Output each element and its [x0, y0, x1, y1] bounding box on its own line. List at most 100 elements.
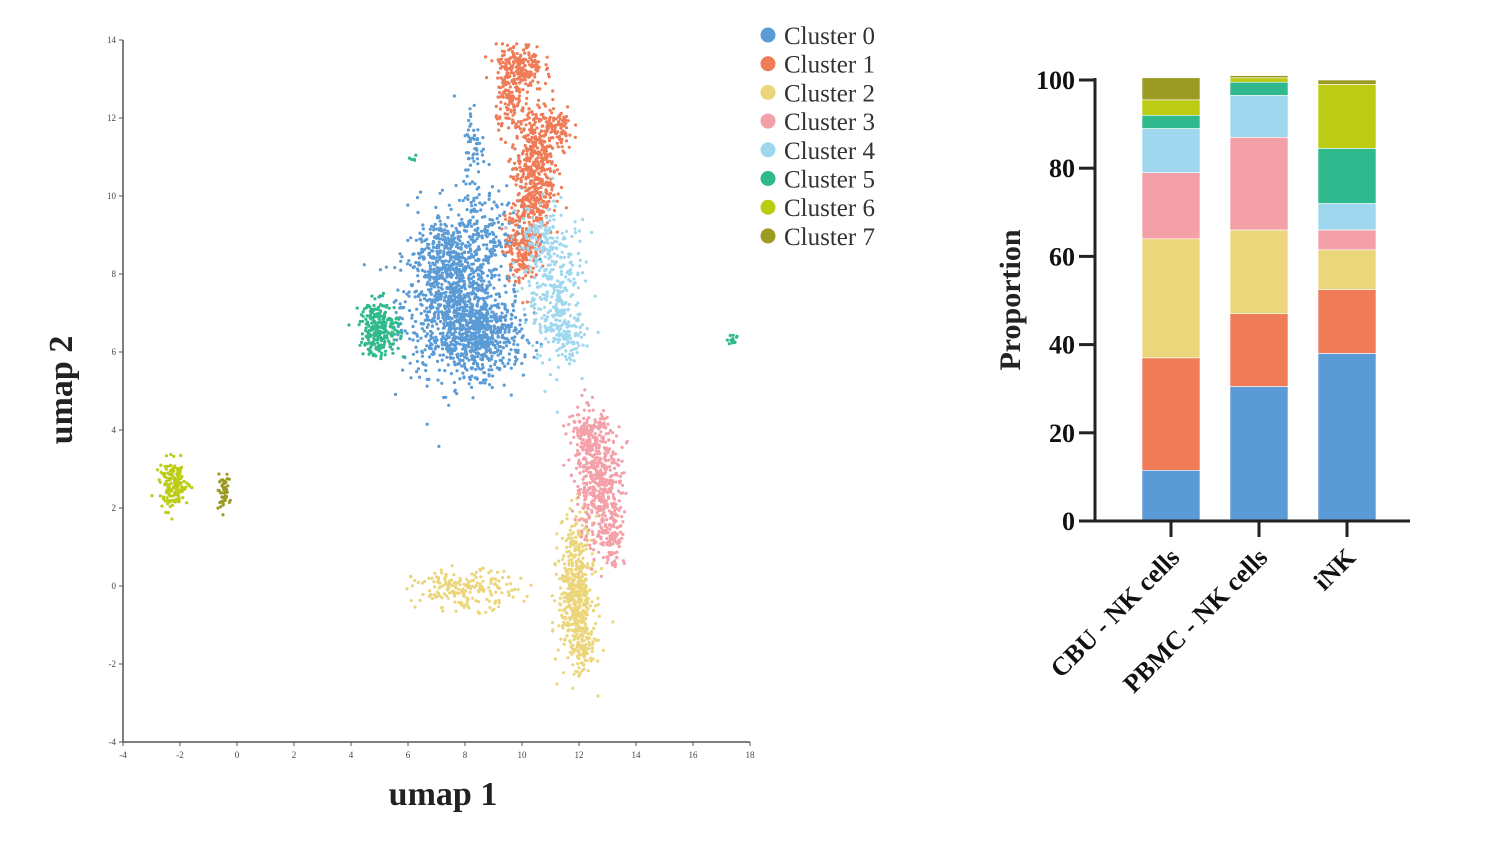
umap-point	[533, 320, 537, 325]
umap-point	[544, 147, 548, 151]
umap-point	[560, 289, 564, 294]
umap-point	[527, 341, 531, 345]
umap-point	[516, 343, 520, 347]
umap-point	[421, 293, 425, 297]
umap-point	[498, 315, 502, 319]
umap-point	[410, 313, 414, 317]
umap-point	[457, 263, 462, 268]
umap-point	[500, 65, 504, 69]
umap-point	[472, 356, 476, 360]
umap-point	[620, 483, 625, 487]
umap-point	[427, 282, 431, 286]
umap-point	[424, 368, 428, 373]
umap-point	[578, 330, 583, 335]
umap-point	[589, 632, 593, 636]
umap-point	[527, 280, 531, 284]
umap-point	[576, 598, 580, 602]
umap-point	[407, 290, 411, 294]
umap-point	[477, 193, 481, 197]
umap-point	[433, 222, 437, 226]
umap-point	[468, 318, 472, 322]
umap-point	[440, 358, 444, 362]
umap-point	[576, 580, 580, 584]
umap-point	[527, 241, 532, 245]
umap-point	[520, 108, 524, 112]
umap-point	[585, 597, 589, 601]
umap-point	[618, 530, 623, 534]
umap-point	[499, 137, 503, 141]
umap-point	[518, 185, 523, 189]
umap-point	[466, 128, 470, 132]
umap-point	[479, 279, 483, 283]
umap-point	[535, 356, 539, 360]
umap-point	[453, 256, 457, 260]
umap-point	[517, 125, 521, 129]
umap-point	[567, 324, 571, 328]
umap-point	[415, 307, 419, 311]
umap-point	[465, 356, 469, 360]
umap-point	[558, 117, 562, 121]
umap-point	[529, 205, 533, 209]
umap-point	[507, 103, 511, 107]
umap-point	[562, 123, 567, 127]
umap-point	[586, 441, 591, 445]
umap-point	[548, 245, 553, 249]
umap-point	[508, 212, 512, 216]
umap-point	[575, 670, 579, 674]
umap-point	[587, 416, 591, 420]
umap-point	[398, 302, 402, 306]
umap-point	[426, 242, 430, 246]
umap-point	[463, 603, 467, 607]
umap-point	[466, 345, 471, 349]
umap-point	[458, 230, 462, 234]
umap-point	[479, 340, 483, 344]
umap-point	[462, 223, 466, 227]
umap-point	[518, 165, 522, 169]
umap-point	[489, 276, 494, 280]
umap-point	[576, 662, 580, 666]
umap-series-cluster-4	[503, 176, 600, 414]
umap-point	[541, 115, 546, 119]
umap-point	[533, 193, 537, 197]
umap-point	[599, 542, 603, 546]
umap-point	[523, 75, 527, 80]
umap-point	[487, 325, 492, 329]
umap-point	[537, 163, 541, 167]
umap-point	[508, 157, 512, 161]
umap-point	[580, 575, 584, 579]
umap-point	[577, 657, 581, 661]
umap-point	[577, 419, 581, 423]
umap-point	[534, 140, 538, 145]
umap-point	[622, 561, 626, 566]
umap-point	[516, 193, 520, 197]
umap-point	[489, 569, 493, 573]
umap-point	[498, 295, 502, 299]
umap-point	[589, 433, 593, 437]
umap-point	[423, 239, 427, 243]
umap-point	[523, 321, 528, 325]
umap-point	[503, 306, 507, 310]
umap-point	[481, 352, 485, 357]
umap-point	[576, 431, 580, 435]
umap-point	[556, 648, 560, 652]
umap-point	[564, 322, 568, 326]
umap-point	[532, 162, 536, 166]
umap-point	[597, 514, 601, 518]
umap-point	[473, 585, 477, 590]
umap-point	[505, 71, 509, 75]
umap-point	[529, 254, 533, 258]
umap-point	[424, 293, 428, 297]
umap-point	[567, 422, 571, 427]
umap-point	[454, 281, 458, 286]
umap-point	[528, 181, 532, 185]
umap-point	[579, 653, 583, 657]
umap-point	[577, 492, 582, 496]
umap-point	[573, 135, 578, 139]
umap-point	[453, 363, 457, 367]
umap-point	[601, 540, 605, 545]
umap-point	[558, 134, 562, 139]
umap-point	[480, 315, 485, 320]
umap-point	[521, 334, 525, 338]
umap-point	[467, 273, 471, 277]
umap-point	[477, 287, 481, 291]
